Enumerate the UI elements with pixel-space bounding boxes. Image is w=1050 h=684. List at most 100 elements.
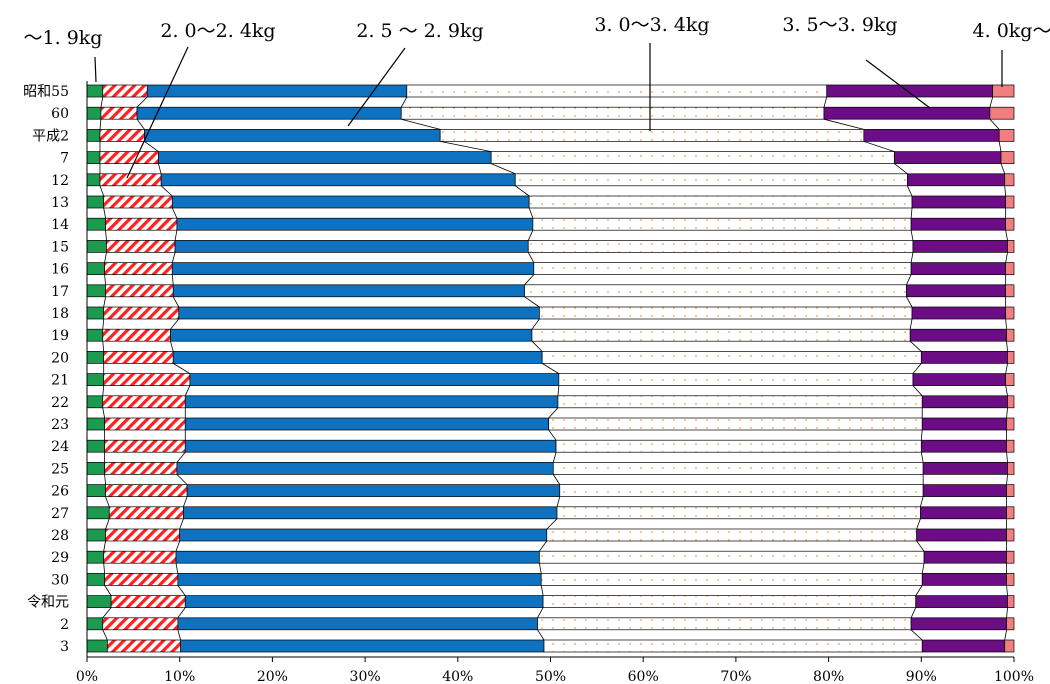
x-axis: 0% 10% 20% 30% 40% 50% 60% 70% 80% 90% 100%	[76, 81, 1034, 684]
series-connector-line	[1006, 474, 1008, 485]
series-connector-line	[104, 585, 112, 596]
bar-segment-2-2.5〜2.9kg	[177, 617, 538, 631]
bar-segment-17-4.0kg〜	[1005, 284, 1015, 298]
bar-segment-13-3.5〜3.9kg	[911, 195, 1007, 209]
bar-segment-2-4.0kg〜	[1006, 617, 1015, 631]
bar-segment-23-2.0〜2.4kg	[104, 417, 186, 431]
series-connector-line	[175, 540, 181, 552]
x-tick-label: 70%	[720, 669, 751, 684]
bar-segment-14-〜1.9kg	[86, 217, 106, 231]
series-connector-line	[998, 141, 1002, 152]
series-connector-line	[103, 563, 106, 574]
bar-segment-26-2.5〜2.9kg	[186, 484, 561, 497]
series-connector-line	[531, 340, 543, 352]
bar-segment-25-4.0kg〜	[1007, 462, 1015, 475]
series-connector-line	[177, 585, 186, 596]
legend-leader-line	[347, 47, 406, 127]
bar-segment-令和元-2.0〜2.4kg	[110, 595, 186, 608]
bar-segment-24-3.5〜3.9kg	[920, 439, 1007, 453]
series-connector-line	[909, 340, 922, 352]
bar-segment-19-4.0kg〜	[1006, 328, 1015, 342]
series-connector-line	[103, 540, 106, 552]
series-connector-line	[102, 341, 105, 352]
bar-segment-19-3.0〜3.4kg	[531, 328, 911, 342]
series-connector-line	[99, 119, 102, 130]
bar-segment-60-2.5〜2.9kg	[136, 106, 402, 120]
bar-segment-30-4.0kg〜	[1006, 573, 1015, 586]
bar-segment-25-3.5〜3.9kg	[922, 462, 1008, 475]
bar-segment-13-2.5〜2.9kg	[171, 195, 530, 209]
bar-segment-29-4.0kg〜	[1006, 550, 1015, 564]
category-label: 60	[51, 106, 69, 122]
series-connector-line	[176, 451, 186, 463]
series-connector-line	[102, 385, 105, 396]
category-label: 22	[51, 395, 69, 411]
bar-segment-18-2.0〜2.4kg	[103, 306, 180, 320]
series-connector-line	[552, 474, 561, 485]
bar-segment-14-3.0〜3.4kg	[532, 217, 912, 231]
bar-segment-3-2.0〜2.4kg	[107, 639, 181, 653]
bar-segment-19-〜1.9kg	[86, 328, 104, 342]
series-connector-line	[548, 429, 557, 441]
series-connector-line	[1005, 230, 1008, 241]
bar-segment-令和元-2.5〜2.9kg	[184, 595, 544, 608]
bar-segment-29-2.0〜2.4kg	[103, 550, 177, 564]
series-connector-line	[823, 96, 828, 108]
series-connector-line	[136, 96, 148, 108]
series-connector-line	[183, 496, 188, 507]
series-connector-line	[1006, 585, 1008, 596]
series-connector-line	[174, 230, 178, 241]
series-connector-line	[921, 563, 925, 574]
bar-segment-22-2.0〜2.4kg	[102, 395, 186, 409]
series-connector-line	[1005, 252, 1008, 263]
category-label: 15	[51, 239, 69, 255]
series-connector-line	[177, 629, 182, 641]
x-tick-label: 100%	[994, 669, 1034, 684]
series-connector-line	[104, 474, 106, 485]
bar-segment-昭和55-3.5〜3.9kg	[826, 84, 994, 98]
bar-segment-24-3.0〜3.4kg	[555, 439, 922, 453]
category-label: 令和元	[27, 595, 69, 611]
legend-label: 4. 0kg〜	[973, 20, 1050, 42]
series-connector-line	[170, 318, 180, 330]
series-connector-line	[531, 318, 540, 330]
bar-segment-60-3.5〜3.9kg	[823, 106, 991, 120]
series-connector-line	[538, 563, 542, 574]
series-connector-line	[104, 252, 107, 263]
series-connector-line	[1005, 318, 1007, 330]
bar-segment-7-4.0kg〜	[1000, 151, 1015, 164]
x-tick-label: 90%	[906, 669, 937, 684]
series-connector-line	[524, 296, 540, 308]
bar-segment-平成2-〜1.9kg	[86, 129, 101, 142]
bar-segment-令和元-3.0〜3.4kg	[542, 595, 917, 608]
legend-leader-line	[865, 59, 931, 109]
category-label: 25	[51, 461, 69, 477]
bar-segment-27-3.5〜3.9kg	[920, 506, 1007, 520]
category-label: 平成2	[32, 128, 69, 144]
category-label: 23	[51, 417, 69, 433]
bar-segment-15-2.0〜2.4kg	[106, 240, 176, 253]
series-connector-line	[1006, 407, 1008, 419]
bar-segment-30-〜1.9kg	[86, 573, 105, 586]
category-label: 21	[51, 373, 69, 389]
series-connector-line	[548, 407, 559, 419]
series-connector-line	[540, 585, 544, 596]
x-tick-label: 0%	[76, 669, 98, 684]
series-connector-line	[136, 118, 145, 130]
series-connector-line	[907, 185, 913, 197]
series-connector-line	[915, 585, 923, 596]
series-connector-line	[440, 141, 492, 152]
bar-segment-14-4.0kg〜	[1005, 217, 1015, 231]
series-connector-line	[171, 252, 176, 263]
bar-segment-20-3.5〜3.9kg	[920, 351, 1008, 364]
bar-segment-16-2.5〜2.9kg	[171, 262, 535, 275]
series-connector-line	[912, 363, 922, 374]
series-connector-line	[491, 163, 516, 175]
bar-segment-60-3.0〜3.4kg	[400, 106, 825, 120]
bar-segment-27-4.0kg〜	[1006, 506, 1015, 520]
series-connector-line	[524, 274, 535, 286]
series-connector-line	[556, 496, 561, 507]
bar-segment-29-3.0〜3.4kg	[539, 550, 925, 564]
category-label: 16	[51, 262, 69, 278]
category-label: 29	[51, 550, 69, 566]
